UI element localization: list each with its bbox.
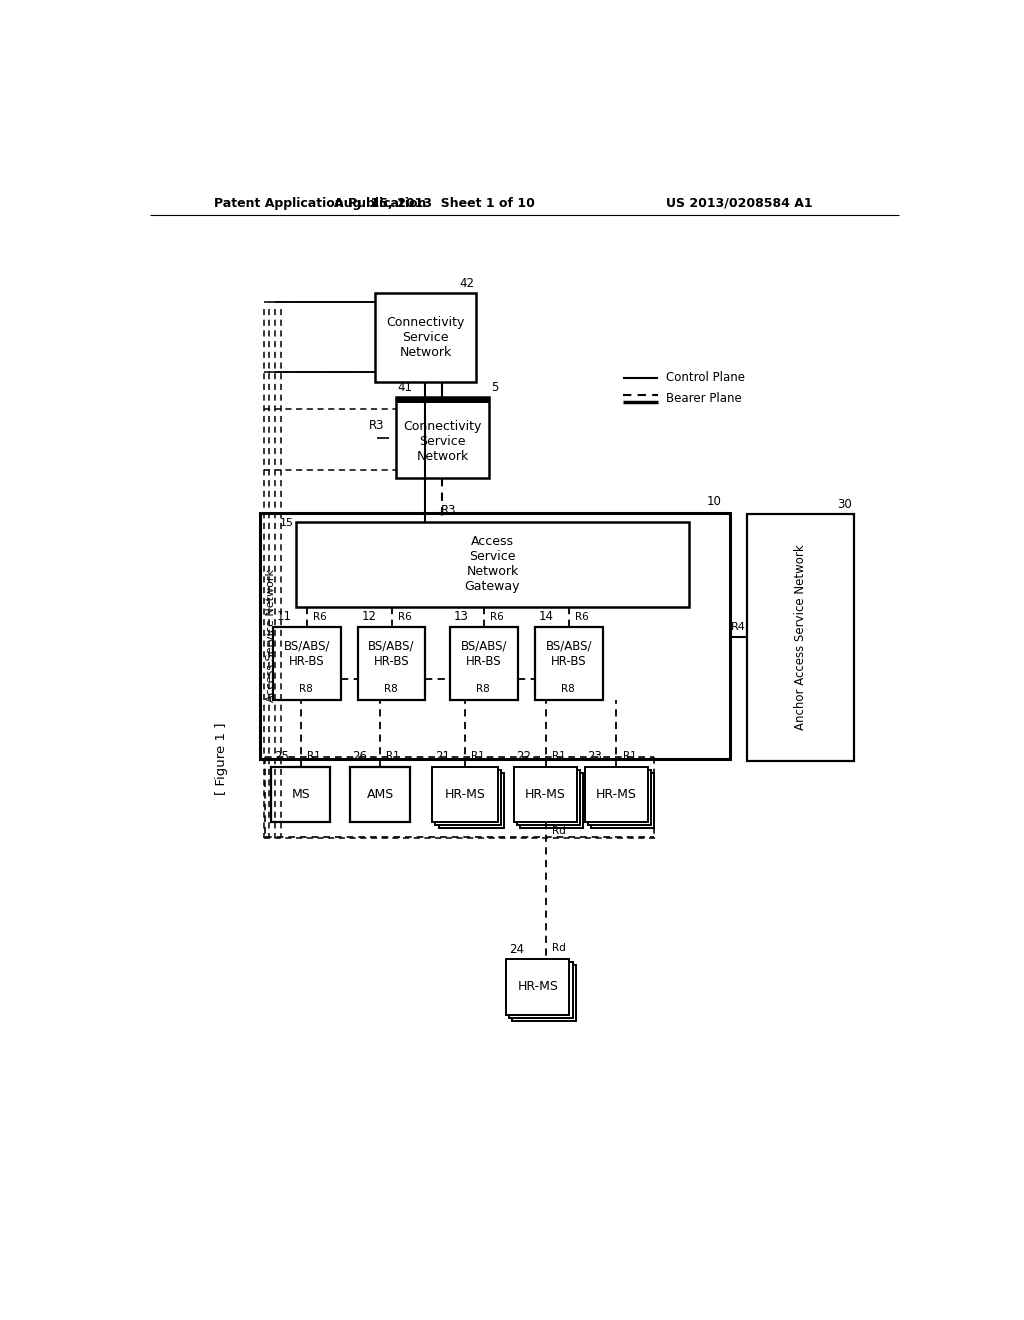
- Text: HR-MS: HR-MS: [525, 788, 566, 801]
- Text: R8: R8: [299, 684, 313, 694]
- Text: HR-MS: HR-MS: [517, 981, 558, 994]
- Bar: [517, 770, 581, 825]
- Text: Connectivity
Service
Network: Connectivity Service Network: [386, 315, 465, 359]
- Text: 23: 23: [587, 750, 602, 763]
- Text: 24: 24: [509, 942, 523, 956]
- Text: Bearer Plane: Bearer Plane: [666, 392, 741, 405]
- Text: 14: 14: [539, 610, 554, 623]
- Bar: [588, 770, 651, 825]
- Text: Connectivity
Service
Network: Connectivity Service Network: [403, 420, 481, 463]
- Bar: [746, 515, 854, 760]
- Text: R6: R6: [397, 611, 412, 622]
- Bar: [514, 767, 578, 822]
- Text: 5: 5: [492, 380, 499, 393]
- Bar: [350, 767, 410, 822]
- Text: 22: 22: [516, 750, 531, 763]
- Text: R1: R1: [623, 751, 636, 760]
- Text: 42: 42: [459, 277, 474, 289]
- Text: R1: R1: [307, 751, 321, 760]
- Text: 12: 12: [361, 610, 377, 623]
- Bar: [432, 767, 498, 822]
- Bar: [396, 397, 488, 404]
- Bar: [273, 627, 341, 700]
- Text: 25: 25: [273, 750, 289, 763]
- Text: BS/ABS/
HR-BS: BS/ABS/ HR-BS: [461, 640, 507, 668]
- Text: R1: R1: [471, 751, 485, 760]
- Text: R8: R8: [476, 684, 490, 694]
- Text: 10: 10: [707, 495, 722, 508]
- Text: 13: 13: [454, 610, 469, 623]
- Text: R6: R6: [490, 611, 504, 622]
- Text: R6: R6: [313, 611, 327, 622]
- Text: R3: R3: [370, 420, 385, 433]
- Text: US 2013/0208584 A1: US 2013/0208584 A1: [666, 197, 812, 210]
- Bar: [296, 521, 689, 607]
- Bar: [357, 627, 425, 700]
- Text: Control Plane: Control Plane: [666, 371, 744, 384]
- Bar: [435, 770, 501, 825]
- Text: Patent Application Publication: Patent Application Publication: [214, 197, 426, 210]
- Text: R6: R6: [574, 611, 589, 622]
- Text: 26: 26: [352, 750, 368, 763]
- Bar: [438, 774, 504, 829]
- Text: BS/ABS/
HR-BS: BS/ABS/ HR-BS: [546, 640, 592, 668]
- Text: AMS: AMS: [367, 788, 393, 801]
- Bar: [451, 627, 518, 700]
- Text: 21: 21: [435, 750, 450, 763]
- Text: 11: 11: [276, 610, 292, 623]
- Bar: [376, 293, 475, 381]
- Bar: [585, 767, 648, 822]
- Text: Aug. 15, 2013  Sheet 1 of 10: Aug. 15, 2013 Sheet 1 of 10: [334, 197, 536, 210]
- Text: 30: 30: [838, 498, 852, 511]
- Text: R1: R1: [386, 751, 400, 760]
- Text: Rd: Rd: [552, 944, 565, 953]
- Text: R8: R8: [384, 684, 397, 694]
- Text: BS/ABS/
HR-BS: BS/ABS/ HR-BS: [284, 640, 330, 668]
- Text: BS/ABS/
HR-BS: BS/ABS/ HR-BS: [369, 640, 415, 668]
- Bar: [591, 774, 654, 829]
- Text: Access
Service
Network
Gateway: Access Service Network Gateway: [465, 535, 520, 593]
- Text: Access Service Network: Access Service Network: [265, 569, 275, 702]
- Text: 41: 41: [397, 380, 413, 393]
- Text: 15: 15: [280, 519, 294, 528]
- Bar: [271, 767, 330, 822]
- Text: R3: R3: [440, 504, 457, 517]
- Text: MS: MS: [292, 788, 310, 801]
- Text: HR-MS: HR-MS: [596, 788, 637, 801]
- Text: R1: R1: [552, 751, 565, 760]
- Bar: [260, 512, 730, 759]
- Bar: [506, 960, 569, 1015]
- Bar: [396, 397, 488, 478]
- Bar: [509, 962, 572, 1018]
- Text: Anchor Access Service Network: Anchor Access Service Network: [794, 544, 807, 730]
- Text: R8: R8: [561, 684, 574, 694]
- Bar: [512, 965, 575, 1020]
- Bar: [535, 627, 602, 700]
- Text: HR-MS: HR-MS: [444, 788, 485, 801]
- Text: [ Figure 1 ]: [ Figure 1 ]: [215, 723, 228, 795]
- Text: R4: R4: [731, 622, 745, 632]
- Bar: [520, 774, 584, 829]
- Text: Rd: Rd: [552, 826, 565, 837]
